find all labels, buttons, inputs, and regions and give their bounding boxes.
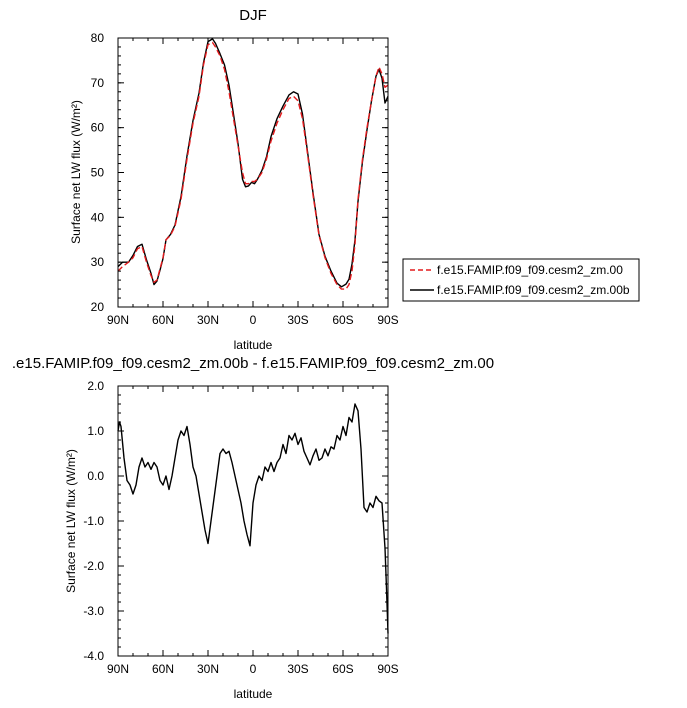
- bottom-x-tick-label: 90N: [107, 662, 129, 676]
- bottom-x-tick-label: 30N: [197, 662, 219, 676]
- top-y-tick-label: 30: [91, 255, 105, 269]
- top-x-tick-label: 90N: [107, 313, 129, 327]
- legend-label-series-2: f.e15.FAMIP.f09_f09.cesm2_zm.00b: [437, 283, 630, 297]
- top-x-tick-label: 60N: [152, 313, 174, 327]
- top-y-tick-label: 70: [91, 76, 105, 90]
- top-y-axis-title: Surface net LW flux (W/m²): [69, 100, 83, 244]
- bottom-series-group: [117, 403, 389, 634]
- bottom-y-tick-label: -3.0: [83, 604, 104, 618]
- bottom-panel: .e15.FAMIP.f09_f09.cesm2_zm.00b - f.e15.…: [12, 355, 494, 701]
- bottom-ticks: 90N 60N 30N 0 30S 60S 90S -4.0 -3.0 -2.0 -1.0 0.0 1.…: [83, 379, 398, 676]
- bottom-y-tick-label: 0.0: [87, 469, 104, 483]
- bottom-y-axis-title: Surface net LW flux (W/m²): [64, 449, 78, 593]
- bottom-y-tick-label: 2.0: [87, 379, 104, 393]
- top-panel: DJF 90N 60N 30N 0 30S 60S 90S 20 30 40 50 60 70 80 la…: [69, 7, 399, 352]
- bottom-panel-title: .e15.FAMIP.f09_f09.cesm2_zm.00b - f.e15.…: [12, 355, 494, 372]
- top-y-tick-label: 40: [91, 210, 105, 224]
- top-x-tick-label: 30S: [287, 313, 308, 327]
- top-ticks: 90N 60N 30N 0 30S 60S 90S 20 30 40 50 60 70 80: [91, 31, 399, 327]
- top-x-tick-label: 30N: [197, 313, 219, 327]
- top-series-line-2: [117, 38, 389, 288]
- top-y-tick-label: 80: [91, 31, 105, 45]
- top-x-axis-title: latitude: [234, 338, 273, 352]
- bottom-x-axis-title: latitude: [234, 687, 273, 701]
- top-x-tick-label: 60S: [332, 313, 353, 327]
- bottom-x-tick-label: 90S: [377, 662, 398, 676]
- bottom-x-tick-label: 0: [250, 662, 257, 676]
- top-series-line-1: [117, 41, 389, 290]
- bottom-y-tick-label: -4.0: [83, 649, 104, 663]
- top-y-tick-label: 20: [91, 300, 105, 314]
- legend: f.e15.FAMIP.f09_f09.cesm2_zm.00 f.e15.FA…: [402, 258, 640, 302]
- bottom-y-tick-label: 1.0: [87, 424, 104, 438]
- bottom-x-tick-label: 30S: [287, 662, 308, 676]
- top-y-tick-label: 50: [91, 166, 105, 180]
- top-series-group: [117, 38, 389, 290]
- legend-label-series-1: f.e15.FAMIP.f09_f09.cesm2_zm.00: [437, 263, 623, 277]
- top-plot-frame: [117, 37, 389, 308]
- top-x-tick-label: 0: [250, 313, 257, 327]
- bottom-y-tick-label: -2.0: [83, 559, 104, 573]
- bottom-y-tick-label: -1.0: [83, 514, 104, 528]
- top-x-tick-label: 90S: [377, 313, 398, 327]
- bottom-series-line-1: [117, 403, 389, 634]
- top-panel-title: DJF: [239, 7, 267, 24]
- bottom-x-tick-label: 60N: [152, 662, 174, 676]
- bottom-x-tick-label: 60S: [332, 662, 353, 676]
- top-y-tick-label: 60: [91, 121, 105, 135]
- legend-box: [402, 258, 640, 302]
